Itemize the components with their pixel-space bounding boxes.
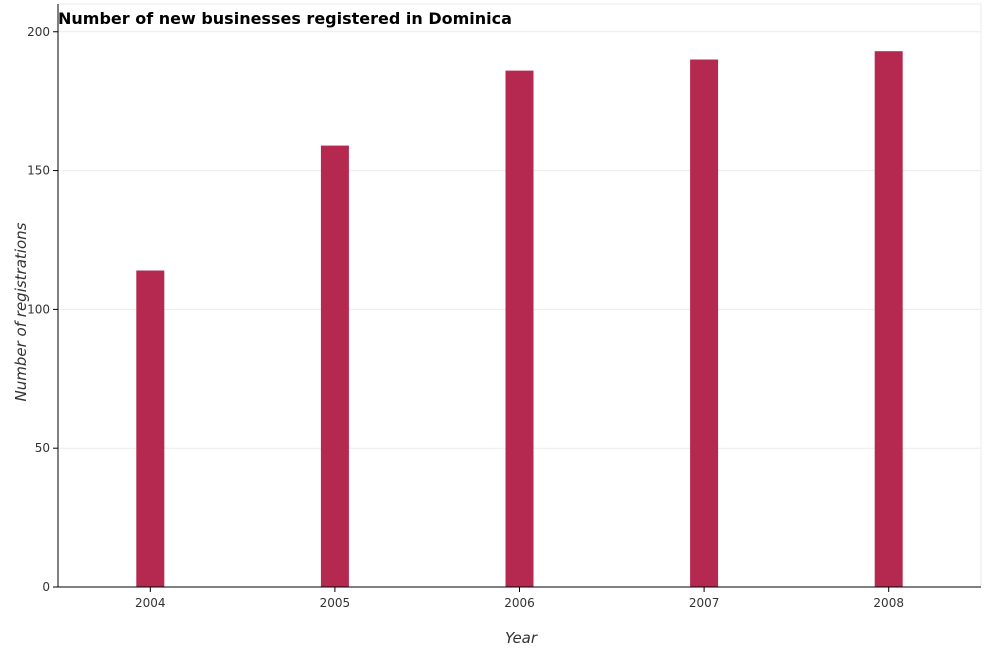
bar xyxy=(506,71,534,587)
y-tick-label: 150 xyxy=(27,164,50,178)
x-tick-label: 2008 xyxy=(873,596,904,610)
y-tick-label: 50 xyxy=(35,441,50,455)
x-tick-label: 2004 xyxy=(135,596,166,610)
y-tick-labels: 0 50 100 150 200 xyxy=(27,25,50,594)
y-axis-label: Number of registrations xyxy=(12,222,30,401)
bars xyxy=(136,51,902,587)
y-tick-label: 100 xyxy=(27,302,50,316)
y-tick-label: 0 xyxy=(42,580,50,594)
bar xyxy=(875,51,903,587)
x-tick-label: 2007 xyxy=(689,596,720,610)
bar xyxy=(321,146,349,587)
bar xyxy=(136,271,164,587)
y-tick-label: 200 xyxy=(27,25,50,39)
bar xyxy=(690,60,718,587)
x-tick-label: 2005 xyxy=(320,596,351,610)
x-tick-label: 2006 xyxy=(504,596,535,610)
chart-title: Number of new businesses registered in D… xyxy=(58,9,512,28)
x-axis-label: Year xyxy=(505,629,538,647)
x-tick-labels: 2004 2005 2006 2007 2008 xyxy=(135,596,904,610)
